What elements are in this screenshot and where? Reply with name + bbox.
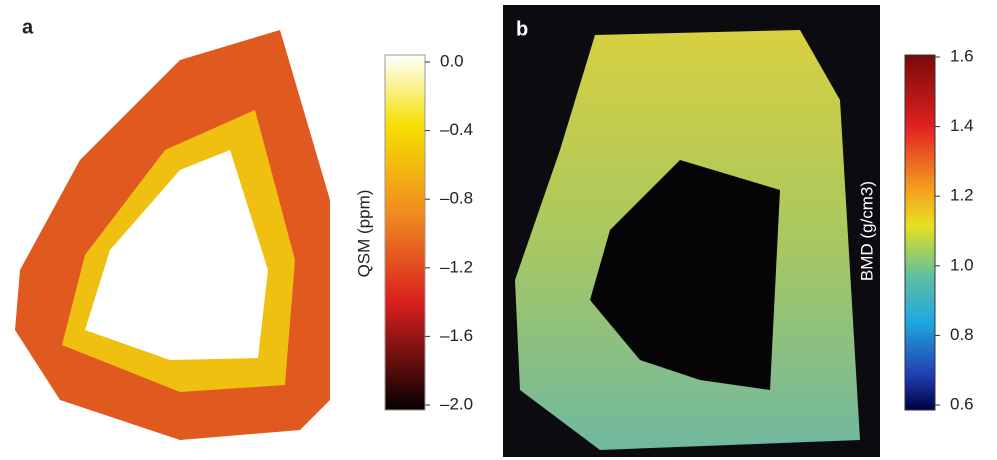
colorbar-b bbox=[904, 54, 936, 411]
tick-label: 0.6 bbox=[950, 394, 974, 413]
panel-label: b bbox=[516, 18, 528, 40]
colorbar-label: BMD (g/cm3) bbox=[857, 181, 876, 281]
tick-label: –0.4 bbox=[440, 120, 473, 139]
tick-label: –2.0 bbox=[440, 394, 473, 413]
tick-label: –1.6 bbox=[440, 326, 473, 345]
colorbar-label: QSM (ppm) bbox=[354, 190, 373, 278]
marrow-b bbox=[590, 160, 780, 390]
tick-label: –0.8 bbox=[440, 189, 473, 208]
tick-label: 1.6 bbox=[950, 46, 974, 65]
tick-label: –1.2 bbox=[440, 257, 473, 276]
tick-label: 1.2 bbox=[950, 186, 974, 205]
tick-label: 1.4 bbox=[950, 116, 974, 135]
panel-a-image bbox=[15, 30, 330, 440]
tick-label: 0.0 bbox=[440, 51, 464, 70]
panel-label: a bbox=[22, 16, 34, 38]
colorbar-a bbox=[384, 54, 426, 411]
tick-label: 1.0 bbox=[950, 255, 974, 274]
tick-label: 0.8 bbox=[950, 325, 974, 344]
